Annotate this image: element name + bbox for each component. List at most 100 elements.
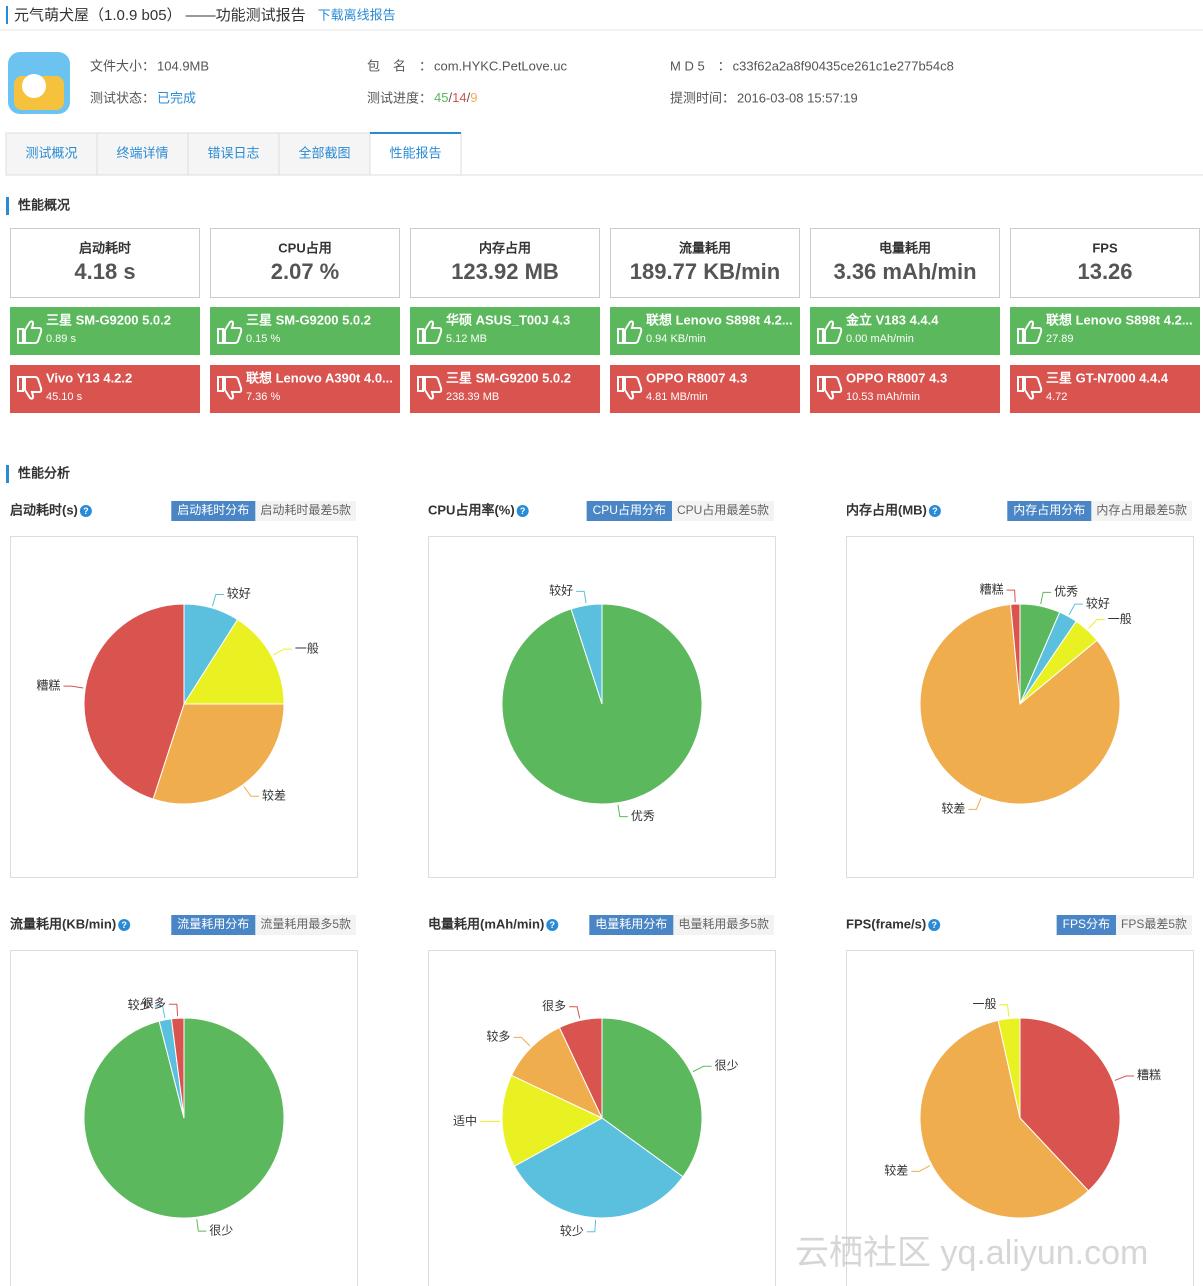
progress-part: 9 xyxy=(470,90,477,105)
pie-slice xyxy=(183,618,285,705)
pie-slice xyxy=(513,1117,684,1219)
best-device-value: 0.15 % xyxy=(246,333,280,345)
pie-slice xyxy=(919,1019,1090,1219)
toggle[interactable]: 流量耗用最多5款 xyxy=(260,917,351,931)
worst-device-name: OPPO R8007 4.3 xyxy=(646,370,747,385)
worst-device-value: 4.72 xyxy=(1046,391,1067,403)
metric-value: 189.77 KB/min xyxy=(630,259,780,284)
toggle[interactable]: CPU占用分布 xyxy=(593,502,666,517)
help-icon-text[interactable]: ? xyxy=(121,920,127,930)
toggle[interactable]: CPU占用最差5款 xyxy=(677,502,769,517)
worst-device-name: 三星 GT-N7000 4.4.4 xyxy=(1046,370,1169,385)
info-value: 104.9MB xyxy=(157,58,209,73)
slice-label: 糟糕 xyxy=(980,581,1004,596)
tab[interactable] xyxy=(187,132,280,176)
help-icon-text[interactable]: ? xyxy=(83,506,89,516)
label-line xyxy=(968,798,982,810)
tab-label[interactable]: 错误日志 xyxy=(207,145,259,160)
help-icon[interactable] xyxy=(118,919,131,931)
best-device-value: 0.89 s xyxy=(46,333,76,345)
slice-label: 优秀 xyxy=(1054,585,1078,599)
download-link[interactable]: 下载离线报告 xyxy=(318,7,396,22)
tab-label[interactable]: 测试概况 xyxy=(25,145,77,160)
best-device-value: 27.89 xyxy=(1046,333,1074,345)
help-icon[interactable] xyxy=(928,919,941,931)
tab[interactable] xyxy=(96,132,189,176)
slice-label: 较少 xyxy=(560,1223,584,1238)
slice-label: 较差 xyxy=(941,800,965,815)
pie-slice xyxy=(601,1017,703,1178)
pie-slice xyxy=(83,603,185,800)
info-value: com.HYKC.PetLove.uc xyxy=(434,58,567,73)
info-label: 测试进度： xyxy=(367,90,432,105)
toggle[interactable]: 启动耗时分布 xyxy=(177,503,249,517)
progress: 45/14/9 xyxy=(434,90,477,105)
help-icon[interactable] xyxy=(546,919,559,931)
toggle[interactable]: 内存占用分布 xyxy=(1013,502,1085,517)
toggle[interactable]: 启动耗时最差5款 xyxy=(260,503,351,517)
label-line xyxy=(154,1005,166,1018)
help-icon[interactable] xyxy=(928,505,941,517)
page-subtitle: ——功能测试报告 xyxy=(186,7,306,24)
slice-label: 一般 xyxy=(295,640,319,655)
metric-title: 内存占用 xyxy=(479,240,531,255)
best-device-value: 0.94 KB/min xyxy=(646,333,706,345)
thumb-down-icon xyxy=(417,376,443,400)
toggle[interactable]: FPS分布 xyxy=(1063,917,1110,931)
tab-label[interactable]: 终端详情 xyxy=(116,145,168,160)
slice-label: 较差 xyxy=(262,787,286,802)
info-label: 包 名 ： xyxy=(367,58,432,73)
help-icon-text[interactable]: ? xyxy=(520,506,526,516)
pie-slice xyxy=(152,703,285,805)
label-line xyxy=(911,1165,931,1172)
slice-label: 较好 xyxy=(549,583,573,598)
toggle[interactable]: 电量耗用分布 xyxy=(595,917,667,931)
tab[interactable] xyxy=(5,132,98,176)
metric-card xyxy=(10,228,200,298)
metric-value: 3.36 mAh/min xyxy=(833,259,976,284)
chart-panel xyxy=(10,536,358,878)
help-icon[interactable] xyxy=(79,505,92,517)
toggle-bg xyxy=(673,915,774,935)
worst-device-value: 4.81 MB/min xyxy=(646,391,708,403)
thumb-down-icon xyxy=(1017,376,1043,400)
pie-slice xyxy=(501,1074,604,1167)
help-icon-text[interactable]: ? xyxy=(931,920,937,930)
tab-label[interactable]: 全部截图 xyxy=(298,145,350,160)
pie-slice xyxy=(919,603,1121,805)
toggle[interactable]: FPS最差5款 xyxy=(1121,917,1187,931)
help-icon-text[interactable]: ? xyxy=(932,506,938,516)
tab-active-bar xyxy=(370,132,461,134)
thumb-shape xyxy=(17,320,43,344)
slice-label: 很少 xyxy=(715,1058,739,1072)
pie-slice xyxy=(1019,1017,1121,1192)
help-icon-text[interactable]: ? xyxy=(550,920,556,930)
thumb-down-icon xyxy=(817,376,843,400)
toggle[interactable]: 流量耗用分布 xyxy=(177,917,249,931)
chart-panel xyxy=(846,950,1194,1286)
worst-device-name: 三星 SM-G9200 5.0.2 xyxy=(446,370,571,385)
toggle[interactable]: 内存占用最差5款 xyxy=(1096,502,1187,517)
slice-label: 很少 xyxy=(209,1223,233,1237)
thumb-shape xyxy=(817,320,843,344)
slice-label: 很多 xyxy=(142,996,166,1010)
chart-title: CPU占用率(%) xyxy=(428,502,515,517)
metric-value: 13.26 xyxy=(1077,259,1132,284)
label-line xyxy=(211,594,224,607)
best-device-name: 华硕 ASUS_T00J 4.3 xyxy=(446,312,570,327)
tab-label[interactable]: 性能报告 xyxy=(389,145,441,160)
progress-part: 45 xyxy=(434,90,448,105)
toggle-active-bg xyxy=(171,915,256,935)
chart-title: 内存占用(MB) xyxy=(846,502,927,517)
worst-device-value: 238.39 MB xyxy=(446,391,499,403)
toggle-bg xyxy=(1115,915,1192,935)
best-device-name: 联想 Lenovo S898t 4.2... xyxy=(1046,312,1193,327)
thumb-shape xyxy=(617,320,643,344)
help-icon[interactable] xyxy=(516,505,529,517)
chart-panel xyxy=(428,950,776,1286)
slice-label: 较好 xyxy=(1086,595,1110,610)
toggle[interactable]: 电量耗用最多5款 xyxy=(678,917,769,931)
metric-card xyxy=(1010,228,1200,298)
metric-value: 2.07 % xyxy=(271,259,340,284)
